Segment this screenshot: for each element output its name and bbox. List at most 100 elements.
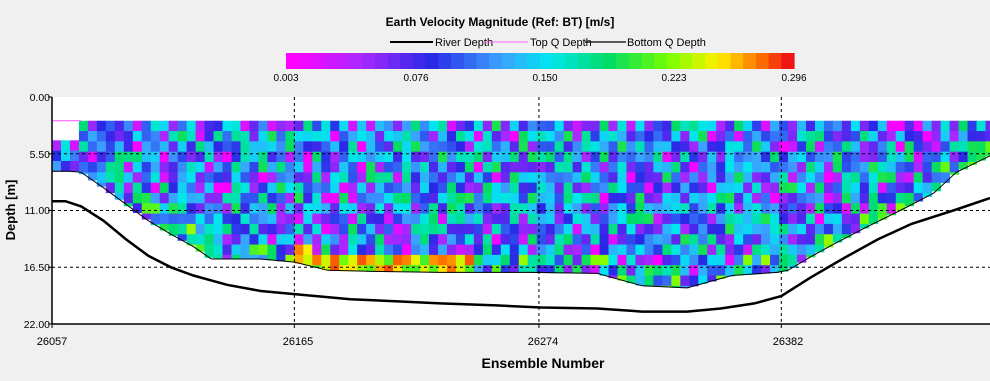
legend-river-depth-label: River Depth — [435, 37, 493, 49]
heatmap-cell — [330, 120, 340, 132]
heatmap-cell — [168, 223, 179, 235]
heatmap-cell — [599, 162, 609, 173]
heatmap-cell — [357, 151, 367, 163]
heatmap-cell — [428, 131, 439, 142]
heatmap-cell — [348, 254, 358, 266]
heatmap-cell — [797, 172, 807, 184]
heatmap-cell — [626, 234, 636, 245]
heatmap-cell — [725, 234, 735, 245]
colorbar-segment — [578, 53, 592, 69]
heatmap-cell — [464, 182, 475, 194]
heatmap-cell — [402, 223, 412, 235]
colorbar-segment — [336, 53, 351, 69]
heatmap-cell — [393, 192, 403, 204]
heatmap-cell — [527, 162, 538, 173]
heatmap-cell — [60, 150, 71, 162]
heatmap-cell — [554, 234, 565, 245]
heatmap-cell — [563, 131, 574, 142]
heatmap-cell — [482, 254, 493, 266]
heatmap-cell — [285, 162, 295, 173]
heatmap-cell — [428, 151, 439, 163]
heatmap-cell — [96, 141, 107, 153]
heatmap-cell — [707, 182, 717, 194]
heatmap-cell — [366, 203, 376, 214]
heatmap-cell — [886, 192, 897, 204]
heatmap-cell — [662, 203, 672, 214]
heatmap-cell — [707, 213, 717, 225]
heatmap-cell — [473, 234, 484, 245]
heatmap-cell — [411, 141, 421, 153]
heatmap-cell — [177, 234, 188, 241]
heatmap-cell — [752, 162, 762, 173]
heatmap-cell — [123, 131, 134, 142]
heatmap-cell — [150, 151, 161, 163]
heatmap-cell — [823, 182, 834, 194]
heatmap-cell — [339, 162, 349, 173]
heatmap-cell — [446, 182, 457, 194]
heatmap-cell — [428, 265, 439, 273]
heatmap-cell — [698, 192, 708, 204]
heatmap-cell — [931, 120, 942, 132]
heatmap-cell — [761, 162, 771, 173]
heatmap-cell — [662, 131, 672, 142]
heatmap-cell — [904, 131, 915, 142]
heatmap-cell — [626, 151, 636, 163]
heatmap-cell — [123, 203, 134, 207]
heatmap-cell — [276, 131, 286, 142]
heatmap-cell — [132, 192, 143, 204]
heatmap-cell — [509, 203, 520, 214]
heatmap-cell — [464, 120, 475, 132]
heatmap-cell — [240, 162, 250, 173]
heatmap-cell — [204, 172, 214, 184]
heatmap-cell — [285, 254, 295, 263]
heatmap-cell — [150, 162, 161, 173]
heatmap-cell — [428, 182, 439, 194]
heatmap-cell — [554, 162, 565, 173]
heatmap-cell — [446, 254, 457, 266]
heatmap-cell — [850, 151, 861, 163]
heatmap-cell — [464, 151, 475, 163]
heatmap-cell — [940, 172, 951, 184]
heatmap-cell — [734, 265, 744, 276]
heatmap-cell — [482, 131, 493, 142]
legend-top-q-depth-label: Top Q Depth — [530, 37, 592, 49]
heatmap-cell — [518, 244, 529, 256]
heatmap-cell — [231, 244, 241, 256]
heatmap-cell — [222, 234, 232, 245]
heatmap-cell — [473, 141, 484, 153]
heatmap-cell — [761, 192, 771, 204]
heatmap-cell — [895, 192, 906, 204]
heatmap-cell — [922, 120, 933, 132]
heatmap-cell — [348, 162, 358, 173]
heatmap-cell — [500, 265, 511, 273]
heatmap-cell — [195, 213, 205, 225]
heatmap-cell — [913, 131, 924, 142]
heatmap-cell — [222, 120, 232, 132]
colorbar-segment — [425, 53, 439, 69]
heatmap-cell — [500, 234, 511, 245]
heatmap-cell — [393, 182, 403, 194]
heatmap-cell — [195, 234, 205, 245]
heatmap-cell — [491, 182, 502, 194]
heatmap-cell — [132, 151, 143, 163]
heatmap-cell — [402, 203, 412, 214]
colorbar-segment — [590, 53, 605, 69]
heatmap-cell — [536, 244, 547, 256]
heatmap-cell — [204, 234, 214, 245]
heatmap-cell — [509, 192, 520, 204]
heatmap-cell — [366, 131, 376, 142]
heatmap-cell — [904, 203, 915, 207]
heatmap-cell — [626, 223, 636, 235]
heatmap-cell — [402, 192, 412, 204]
heatmap-cell — [626, 182, 636, 194]
heatmap-cell — [348, 172, 358, 184]
heatmap-cell — [366, 120, 376, 132]
heatmap-cell — [222, 141, 232, 153]
heatmap-cell — [231, 203, 241, 214]
heatmap-cell — [608, 213, 618, 225]
heatmap-cell — [267, 182, 277, 194]
heatmap-cell — [572, 141, 582, 153]
heatmap-cell — [96, 151, 107, 163]
heatmap-cell — [581, 254, 591, 266]
heatmap-cell — [743, 172, 753, 184]
